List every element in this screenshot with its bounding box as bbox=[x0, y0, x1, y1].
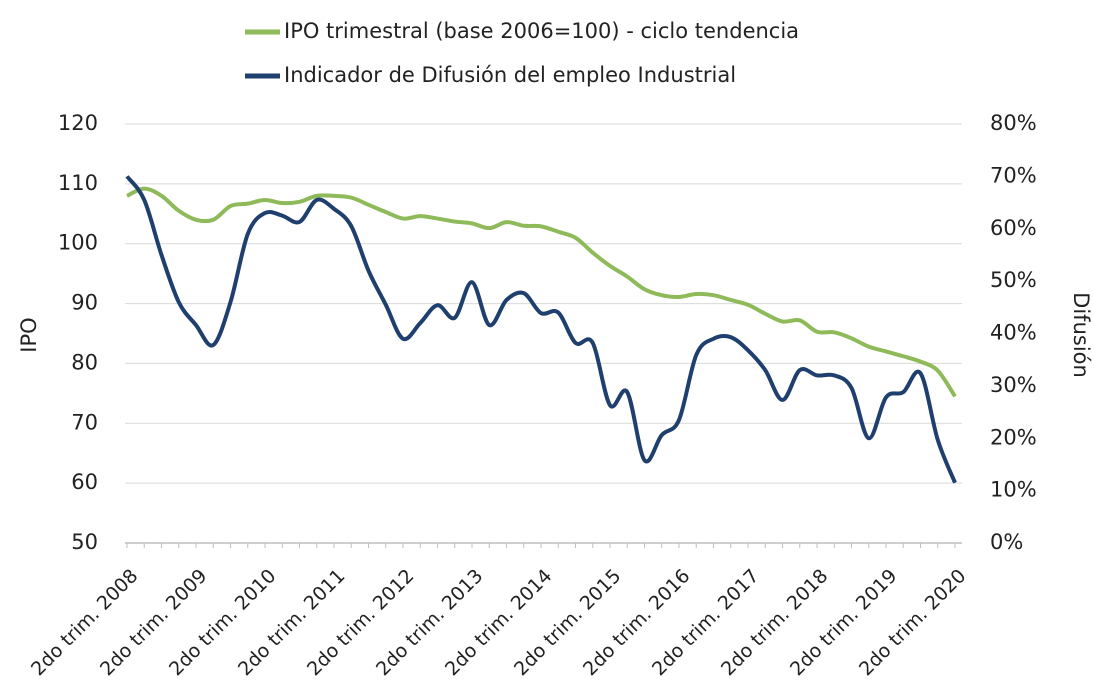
y-tick-label: 80 bbox=[71, 350, 98, 374]
series-line bbox=[126, 186, 957, 398]
y-tick-label: 60 bbox=[71, 470, 98, 494]
y-tick-label: 90 bbox=[71, 291, 98, 315]
series-line bbox=[125, 175, 957, 484]
y2-axis-label: Difusión bbox=[1069, 292, 1093, 378]
y-tick-label: 110 bbox=[58, 171, 98, 195]
legend-label: Indicador de Difusión del empleo Industr… bbox=[284, 63, 736, 87]
y-tick-label: 100 bbox=[58, 231, 98, 255]
y2-tick-label: 50% bbox=[990, 268, 1037, 292]
y2-tick-label: 0% bbox=[990, 530, 1023, 554]
y2-tick-label: 80% bbox=[990, 111, 1037, 135]
y2-tick-label: 10% bbox=[990, 478, 1037, 502]
y2-tick-label: 70% bbox=[990, 163, 1037, 187]
y2-tick-label: 60% bbox=[990, 216, 1037, 240]
y2-tick-label: 30% bbox=[990, 373, 1037, 397]
y2-tick-label: 20% bbox=[990, 425, 1037, 449]
legend-label: IPO trimestral (base 2006=100) - ciclo t… bbox=[284, 19, 799, 43]
y-axis-label: IPO bbox=[17, 317, 41, 352]
y-tick-label: 120 bbox=[58, 111, 98, 135]
y-tick-label: 70 bbox=[71, 410, 98, 434]
y2-tick-label: 40% bbox=[990, 321, 1037, 345]
y-tick-label: 50 bbox=[71, 530, 98, 554]
